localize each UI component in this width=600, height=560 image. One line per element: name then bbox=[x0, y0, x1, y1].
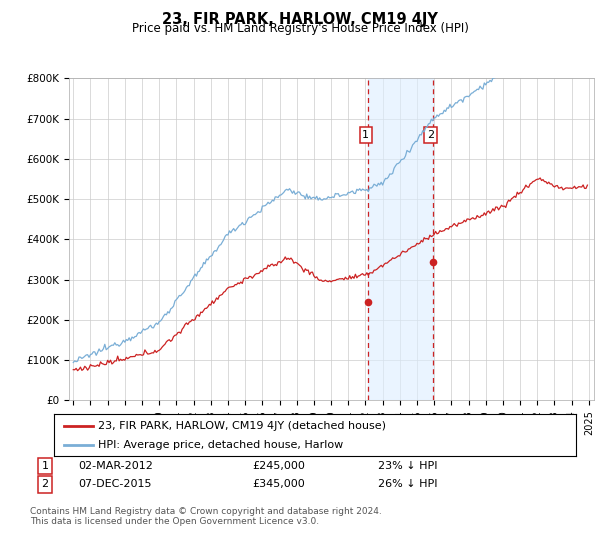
Text: 1: 1 bbox=[41, 461, 49, 471]
Text: £345,000: £345,000 bbox=[252, 479, 305, 489]
Text: 23% ↓ HPI: 23% ↓ HPI bbox=[378, 461, 437, 471]
Text: 2: 2 bbox=[427, 130, 434, 140]
Text: 07-DEC-2015: 07-DEC-2015 bbox=[78, 479, 151, 489]
Text: 26% ↓ HPI: 26% ↓ HPI bbox=[378, 479, 437, 489]
Text: 23, FIR PARK, HARLOW, CM19 4JY (detached house): 23, FIR PARK, HARLOW, CM19 4JY (detached… bbox=[98, 421, 386, 431]
Text: HPI: Average price, detached house, Harlow: HPI: Average price, detached house, Harl… bbox=[98, 440, 344, 450]
Text: £245,000: £245,000 bbox=[252, 461, 305, 471]
Text: 1: 1 bbox=[362, 130, 369, 140]
Text: Price paid vs. HM Land Registry's House Price Index (HPI): Price paid vs. HM Land Registry's House … bbox=[131, 22, 469, 35]
Text: 23, FIR PARK, HARLOW, CM19 4JY: 23, FIR PARK, HARLOW, CM19 4JY bbox=[162, 12, 438, 27]
Text: 2: 2 bbox=[41, 479, 49, 489]
Text: 02-MAR-2012: 02-MAR-2012 bbox=[78, 461, 153, 471]
Bar bbox=[368, 78, 433, 400]
Text: Contains HM Land Registry data © Crown copyright and database right 2024.
This d: Contains HM Land Registry data © Crown c… bbox=[30, 507, 382, 526]
